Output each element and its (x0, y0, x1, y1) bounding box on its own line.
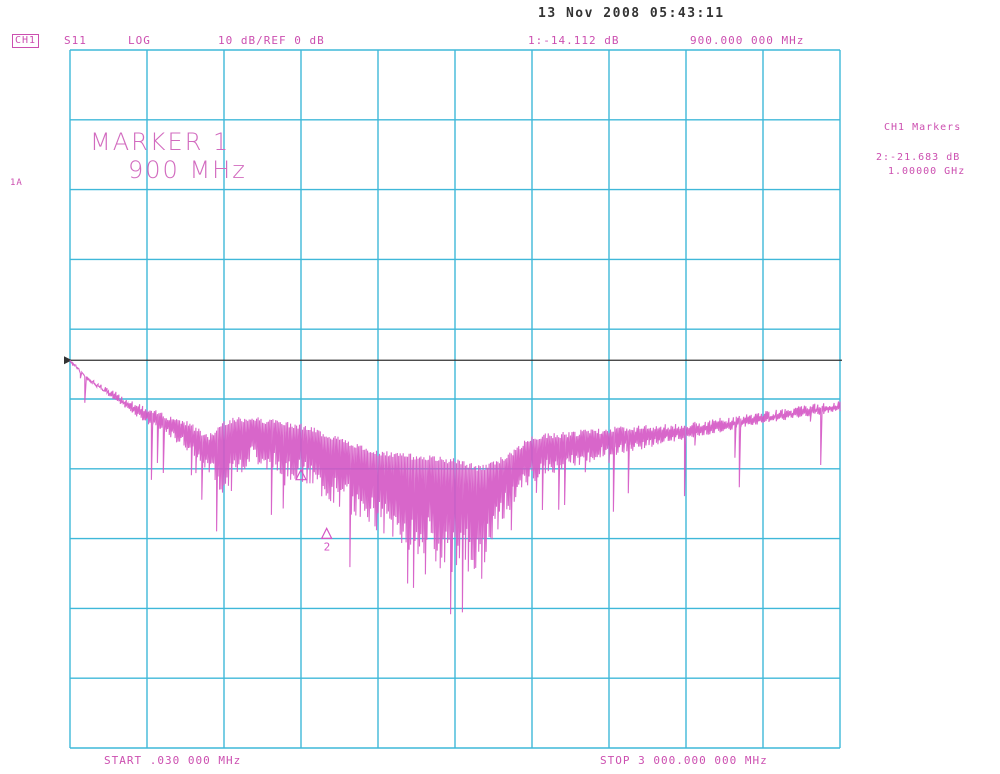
marker-1-icon (295, 468, 307, 481)
trace-line (69, 359, 841, 615)
parameter-label: S11 (64, 34, 87, 47)
annotation-line-2: 900 MHz (128, 156, 247, 184)
datetime-stamp: 13 Nov 2008 05:43:11 (538, 6, 725, 21)
marker-frequency-readout: 900.000 000 MHz (690, 34, 805, 47)
marker-value-readout: 1:-14.112 dB (528, 34, 620, 47)
scale-ref-label: 10 dB/REF 0 dB (218, 34, 325, 47)
y-reference-label: 1A (10, 178, 23, 188)
marker2-value: 2:-21.683 dB (876, 152, 961, 163)
annotation-line-1: MARKER 1 (90, 128, 231, 156)
format-label: LOG (128, 34, 151, 47)
start-frequency-label: START .030 000 MHz (104, 754, 242, 767)
markers-panel-title: CH1 Markers (884, 122, 962, 133)
reference-pointer-icon (64, 356, 72, 365)
marker-2-label: 2 (324, 540, 331, 553)
marker2-frequency: 1.00000 GHz (888, 166, 966, 177)
marker-2-icon (320, 527, 333, 539)
channel-label: CH1 (12, 34, 40, 48)
stop-frequency-label: STOP 3 000.000 000 MHz (600, 754, 768, 767)
